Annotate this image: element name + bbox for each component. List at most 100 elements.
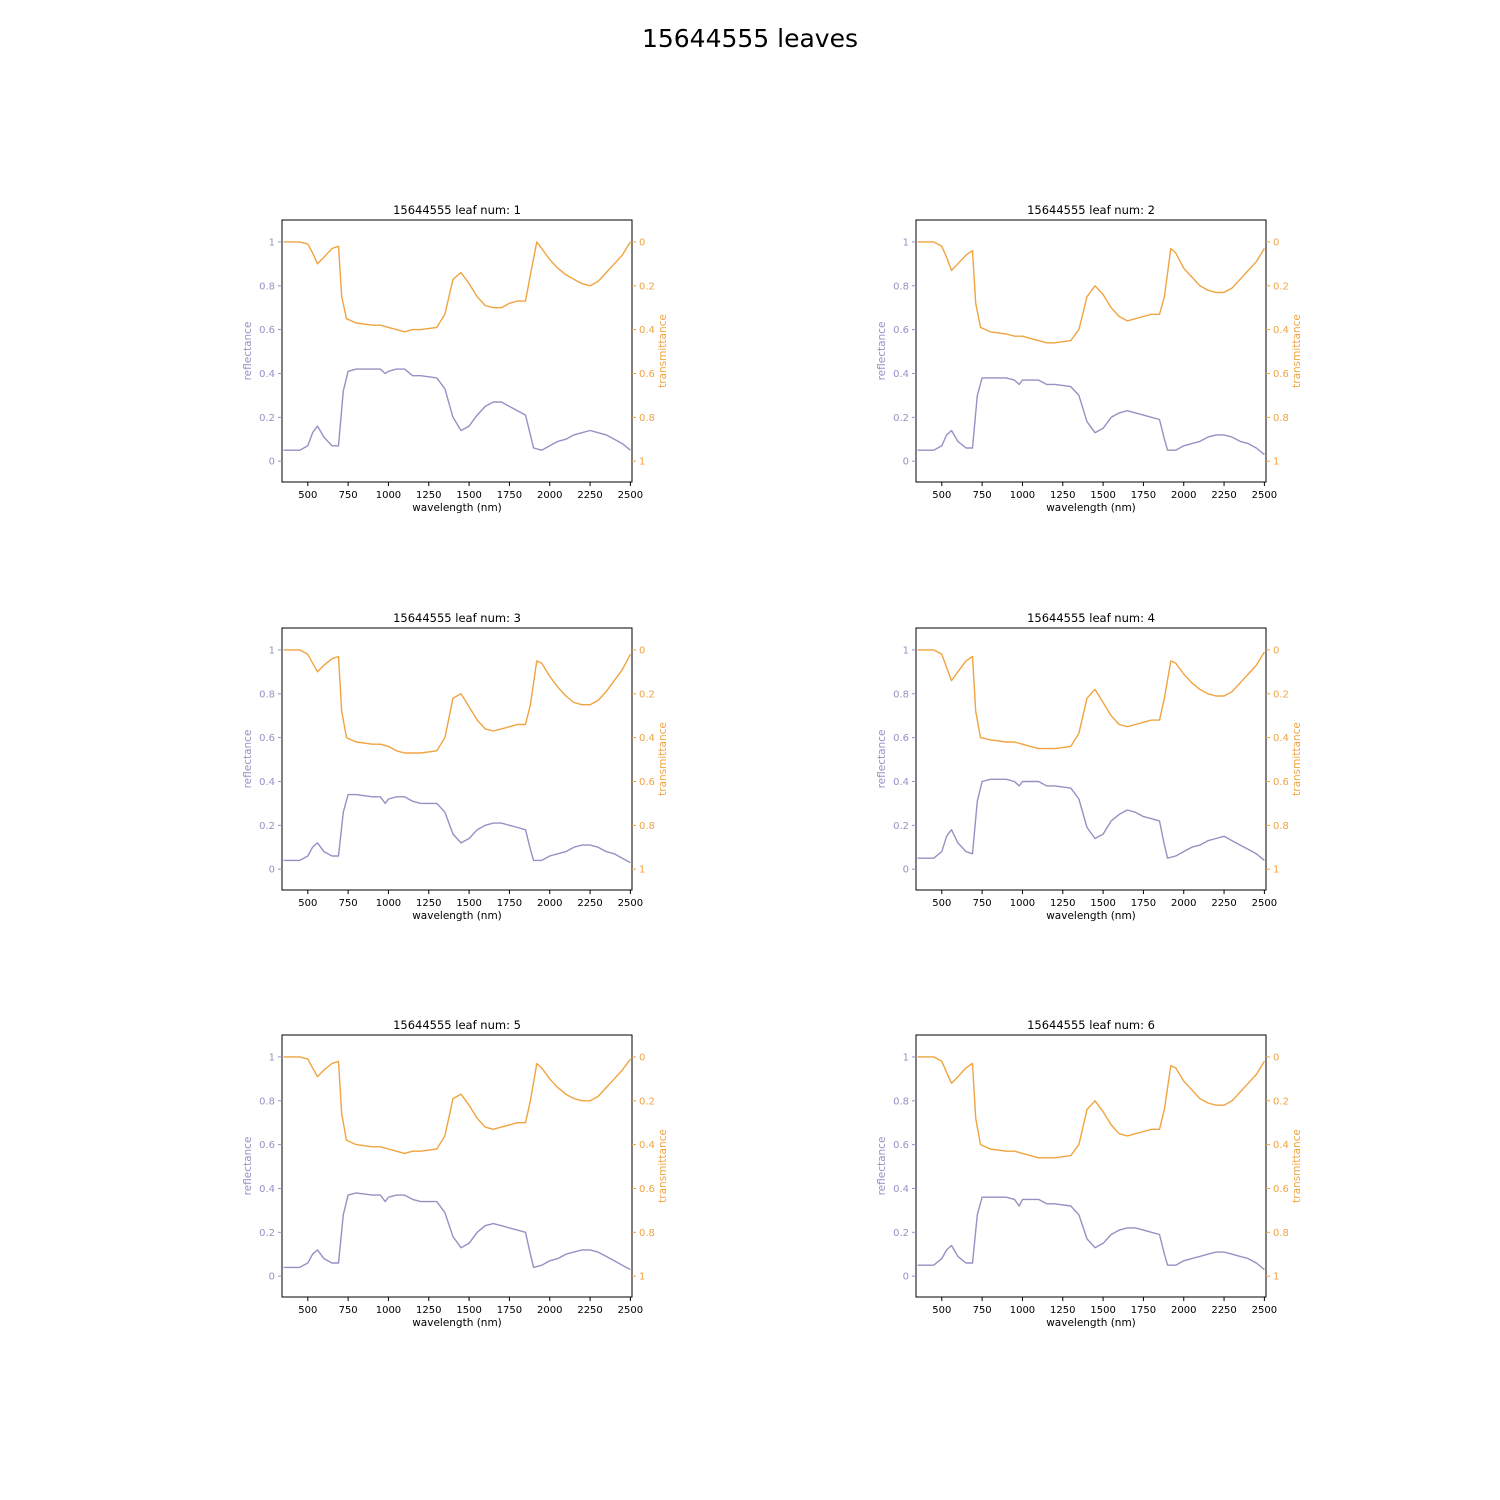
y-tick-label: 0.8: [259, 1096, 275, 1107]
x-tick-label: 1250: [1050, 1305, 1075, 1316]
y-tick-label: 0.2: [893, 413, 909, 424]
x-tick-label: 750: [339, 1305, 358, 1316]
x-tick-label: 750: [973, 898, 992, 909]
subplot-4: 15644555 leaf num: 4 500 750 1000 1250 1500 17…: [876, 611, 1303, 922]
x-tick-label: 1000: [1010, 1305, 1035, 1316]
x-tick-label: 500: [298, 490, 317, 501]
x-axis-label: wavelength (nm): [1046, 1317, 1136, 1329]
y2-tick-label: 0.4: [639, 325, 655, 336]
y2-tick-label: 0.6: [639, 369, 655, 380]
plot-frame: [281, 219, 633, 483]
x-axis-label: wavelength (nm): [412, 502, 502, 514]
subplot-5: 15644555 leaf num: 5 500 750 1000 1250 1500 17…: [242, 1018, 669, 1329]
x-tick-label: 2000: [537, 490, 562, 501]
x-axis-label: wavelength (nm): [412, 1317, 502, 1329]
y-tick-label: 0: [903, 865, 909, 876]
y2-tick-label: 0: [639, 237, 645, 248]
x-tick-label: 1000: [376, 898, 401, 909]
x-tick-label: 500: [932, 490, 951, 501]
transmittance-line: [917, 241, 1265, 344]
y2-axis-label: transmittance: [657, 722, 669, 796]
x-tick-label: 1250: [416, 898, 441, 909]
y2-tick-label: 0.8: [639, 413, 655, 424]
subplot-title: 15644555 leaf num: 1: [393, 203, 521, 217]
y-tick-label: 0.4: [893, 1184, 909, 1195]
x-axis-label: wavelength (nm): [412, 910, 502, 922]
y2-tick-label: 0.6: [1273, 777, 1289, 788]
y-axis-label: reflectance: [876, 322, 888, 381]
y-tick-label: 0.2: [259, 1228, 275, 1239]
y-tick-label: 0.8: [893, 281, 909, 292]
x-tick-label: 1500: [1090, 490, 1115, 501]
x-tick-label: 1500: [1090, 898, 1115, 909]
x-tick-label: 750: [973, 490, 992, 501]
x-tick-label: 1500: [456, 490, 481, 501]
y-tick-label: 1: [269, 237, 275, 248]
y2-tick-label: 0.8: [1273, 821, 1289, 832]
y-tick-label: 1: [903, 645, 909, 656]
x-axis-label: wavelength (nm): [1046, 910, 1136, 922]
y2-tick-label: 0.2: [639, 1096, 655, 1107]
x-tick-label: 1750: [497, 898, 522, 909]
y-tick-label: 0.4: [259, 369, 275, 380]
y2-tick-label: 1: [639, 457, 645, 468]
y2-tick-label: 0.8: [639, 1228, 655, 1239]
y2-axis-label: transmittance: [657, 1129, 669, 1203]
reflectance-line: [917, 1196, 1265, 1271]
y-tick-label: 0.6: [259, 1140, 275, 1151]
x-axis-label: wavelength (nm): [1046, 502, 1136, 514]
x-tick-label: 1000: [1010, 898, 1035, 909]
y2-tick-label: 0.6: [639, 1184, 655, 1195]
y-tick-label: 0.8: [893, 689, 909, 700]
subplot-1: 15644555 leaf num: 1 500 750 1000 1250 1500 17…: [242, 203, 669, 514]
x-tick-label: 1000: [376, 490, 401, 501]
y-tick-label: 0.8: [259, 281, 275, 292]
y2-axis-label: transmittance: [657, 314, 669, 388]
y2-tick-label: 1: [1273, 865, 1279, 876]
transmittance-line: [917, 649, 1265, 750]
y-tick-label: 0.6: [893, 733, 909, 744]
subplot-title: 15644555 leaf num: 5: [393, 1018, 521, 1032]
y-tick-label: 0: [903, 457, 909, 468]
x-tick-label: 2250: [1211, 1305, 1236, 1316]
transmittance-line: [917, 1056, 1265, 1159]
y-tick-label: 0: [903, 1272, 909, 1283]
y2-axis-label: transmittance: [1291, 1129, 1303, 1203]
y2-tick-label: 0.2: [639, 689, 655, 700]
plot-frame: [915, 219, 1267, 483]
y-tick-label: 0: [269, 457, 275, 468]
y-axis-label: reflectance: [242, 322, 254, 381]
x-tick-label: 1750: [1131, 490, 1156, 501]
plot-frame: [915, 627, 1267, 891]
x-tick-label: 1500: [1090, 1305, 1115, 1316]
x-tick-label: 2500: [618, 898, 643, 909]
x-tick-label: 1750: [1131, 898, 1156, 909]
x-tick-label: 2000: [1171, 490, 1196, 501]
x-tick-label: 2000: [1171, 1305, 1196, 1316]
y-axis-label: reflectance: [242, 1137, 254, 1196]
y-tick-label: 0.2: [893, 821, 909, 832]
y2-tick-label: 0.2: [639, 281, 655, 292]
y-tick-label: 0.4: [259, 1184, 275, 1195]
y-tick-label: 0.2: [893, 1228, 909, 1239]
x-tick-label: 750: [339, 490, 358, 501]
y-tick-label: 0.8: [259, 689, 275, 700]
reflectance-line: [917, 377, 1265, 456]
figure-title: 15644555 leaves: [641, 24, 859, 53]
x-tick-label: 500: [932, 1305, 951, 1316]
x-tick-label: 1000: [376, 1305, 401, 1316]
y2-tick-label: 0: [639, 1052, 645, 1063]
y2-tick-label: 0.2: [1273, 281, 1289, 292]
y2-tick-label: 0.8: [639, 821, 655, 832]
y-axis-label: reflectance: [876, 730, 888, 789]
x-tick-label: 2500: [618, 1305, 643, 1316]
subplot-title: 15644555 leaf num: 3: [393, 611, 521, 625]
y2-tick-label: 0: [1273, 1052, 1279, 1063]
x-tick-label: 1750: [497, 490, 522, 501]
y2-tick-label: 0.8: [1273, 1228, 1289, 1239]
x-tick-label: 2000: [537, 898, 562, 909]
x-tick-label: 1250: [1050, 898, 1075, 909]
y-axis-label: reflectance: [876, 1137, 888, 1196]
y-tick-label: 0.4: [259, 777, 275, 788]
y-tick-label: 0.2: [259, 413, 275, 424]
